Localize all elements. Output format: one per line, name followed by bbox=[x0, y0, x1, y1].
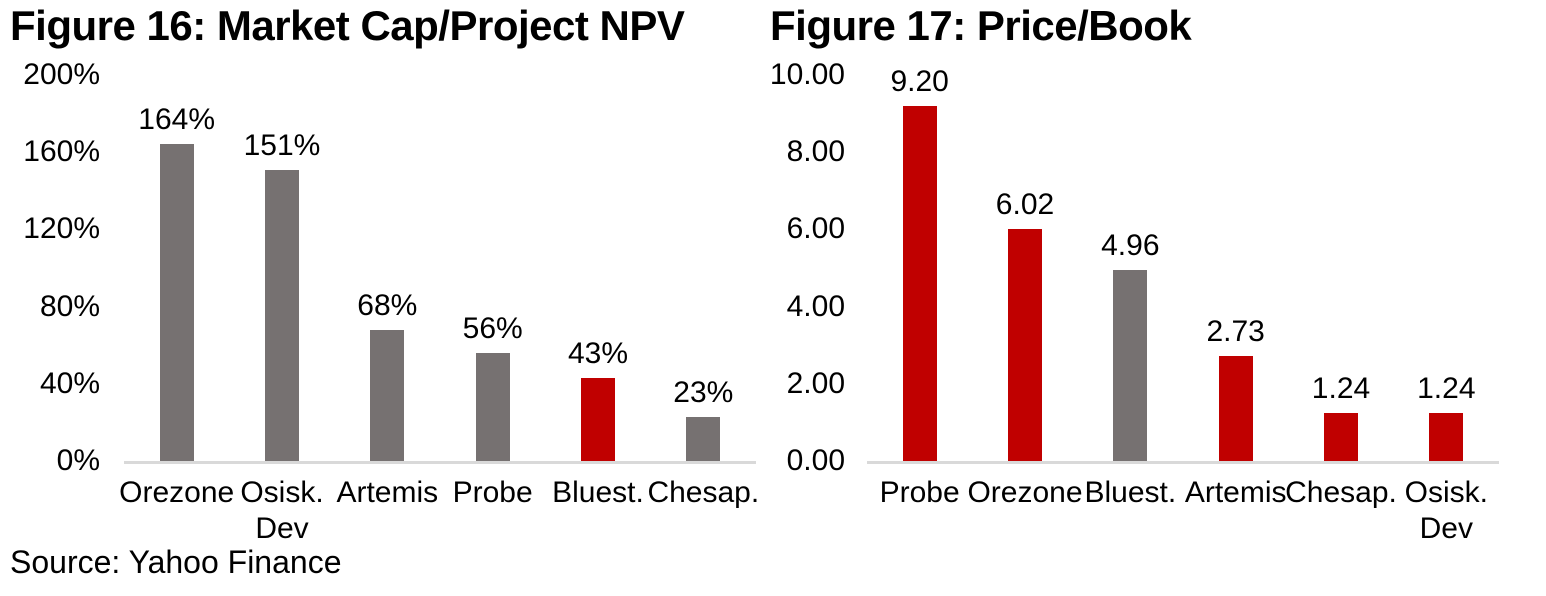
y-tick-label: 80% bbox=[39, 289, 100, 323]
bar bbox=[265, 169, 299, 461]
x-category-label: Bluest. bbox=[1084, 476, 1177, 509]
bar-value-label: 1.24 bbox=[1311, 372, 1371, 406]
bar bbox=[475, 352, 510, 461]
x-category-label: Chesap. bbox=[1285, 476, 1397, 509]
bar bbox=[1113, 269, 1148, 461]
bar bbox=[370, 329, 405, 461]
bar-value-label: 23% bbox=[673, 375, 734, 409]
bar bbox=[686, 416, 721, 461]
bar-value-label: 9.20 bbox=[890, 64, 949, 98]
bar bbox=[1429, 413, 1464, 461]
y-tick-label: 2.00 bbox=[786, 366, 845, 400]
bar-value-label: 164% bbox=[138, 103, 216, 137]
y-tick-label: 160% bbox=[23, 135, 100, 169]
y-tick-label: 200% bbox=[23, 58, 100, 91]
y-tick-label: 0.00 bbox=[786, 444, 845, 477]
figure-17-panel: Figure 17: Price/Book 0.00 2.00 4.00 6.00 8.… bbox=[770, 0, 1546, 596]
bar bbox=[581, 378, 615, 461]
x-category-label: Artemis bbox=[336, 476, 439, 509]
y-tick-label: 10.00 bbox=[769, 58, 845, 91]
bar-value-label: 4.96 bbox=[1101, 228, 1160, 262]
y-tick-label: 120% bbox=[23, 212, 100, 246]
bar bbox=[159, 144, 194, 461]
bar-value-label: 56% bbox=[462, 311, 523, 345]
source-note: Source: Yahoo Finance bbox=[10, 544, 342, 580]
y-tick-label: 40% bbox=[39, 366, 100, 400]
bar-value-label: 151% bbox=[243, 128, 321, 162]
y-tick-label: 0% bbox=[56, 444, 100, 477]
x-category-label: Orezone bbox=[119, 476, 235, 509]
bar bbox=[902, 105, 937, 461]
bar-value-label: 1.24 bbox=[1417, 372, 1476, 406]
bar-value-label: 43% bbox=[567, 337, 629, 370]
bar-value-label: 6.02 bbox=[995, 187, 1055, 221]
bar bbox=[1008, 228, 1042, 461]
figure-17-title: Figure 17: Price/Book bbox=[770, 2, 1192, 49]
y-tick-label: 6.00 bbox=[786, 212, 845, 246]
x-category-label: Chesap. bbox=[647, 476, 760, 509]
bar bbox=[1218, 355, 1253, 461]
bar-value-label: 2.73 bbox=[1206, 314, 1265, 348]
x-category-label: Orezone bbox=[967, 476, 1083, 509]
y-tick-label: 4.00 bbox=[786, 289, 845, 323]
x-category-label: Osisk. Dev bbox=[240, 476, 324, 545]
x-axis-line bbox=[124, 461, 756, 464]
y-tick-label: 8.00 bbox=[786, 135, 845, 169]
figure-16-panel: Figure 16: Market Cap/Project NPV 0% 40% 8… bbox=[10, 0, 762, 596]
figure-16-title: Figure 16: Market Cap/Project NPV bbox=[10, 2, 685, 49]
bar bbox=[1324, 413, 1358, 461]
x-category-label: Bluest. bbox=[552, 476, 644, 509]
x-category-label: Probe bbox=[879, 476, 960, 509]
bar-value-label: 68% bbox=[357, 288, 418, 322]
x-category-label: Probe bbox=[452, 476, 533, 509]
x-category-label: Osisk. Dev bbox=[1404, 476, 1488, 545]
x-category-label: Artemis bbox=[1184, 476, 1287, 509]
x-axis-line bbox=[867, 461, 1499, 464]
